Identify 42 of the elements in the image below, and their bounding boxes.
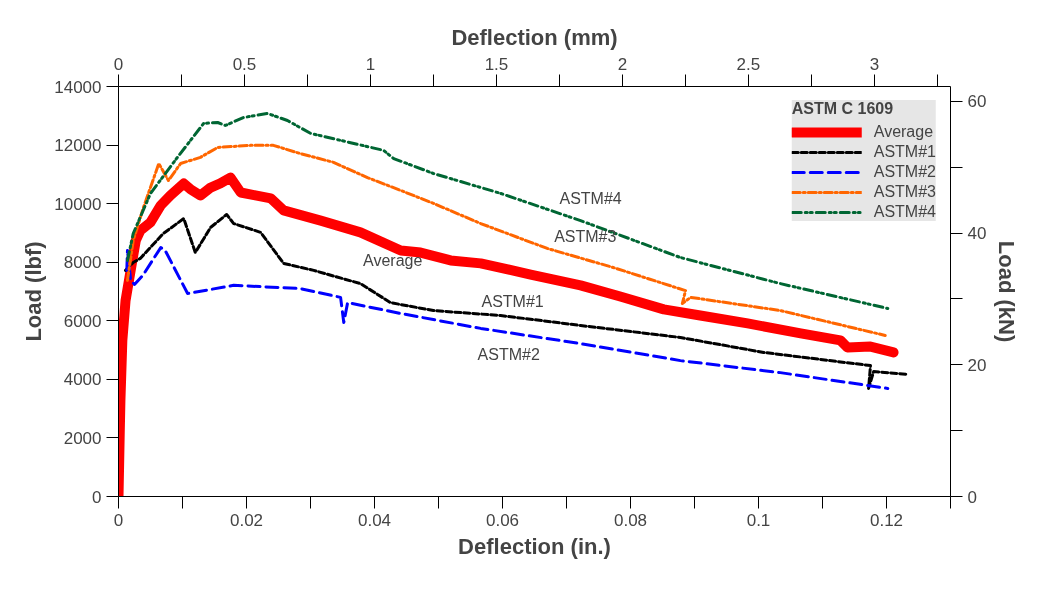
y2-tick-label: 0 bbox=[967, 487, 977, 507]
x2-tick-label: 1.5 bbox=[484, 54, 509, 74]
y-tick-label: 12000 bbox=[54, 136, 102, 156]
annotation: Average bbox=[363, 252, 423, 269]
y-tick-label: 0 bbox=[92, 487, 102, 507]
x2-axis-title: Deflection (mm) bbox=[451, 24, 618, 50]
legend-label: ASTM#3 bbox=[873, 183, 936, 201]
x-tick-label: 0.02 bbox=[229, 510, 264, 530]
x-tick-label: 0.12 bbox=[869, 510, 904, 530]
line-series bbox=[125, 246, 890, 390]
legend-label: Average bbox=[873, 123, 934, 141]
x2-tick-label: 1 bbox=[365, 54, 376, 74]
x-tick-label: 0 bbox=[113, 510, 124, 530]
x2-tick-label: 0 bbox=[113, 54, 124, 74]
y2-tick-label: 60 bbox=[967, 92, 987, 112]
x2-tick-label: 3 bbox=[869, 54, 880, 74]
y-tick-label: 6000 bbox=[63, 311, 102, 331]
legend-label: ASTM#1 bbox=[873, 143, 936, 161]
x2-tick-label: 0.5 bbox=[232, 54, 257, 74]
legend-label: ASTM#2 bbox=[873, 163, 936, 181]
y-tick-label: 8000 bbox=[63, 253, 102, 273]
y2-tick-label: 20 bbox=[967, 355, 987, 375]
x-tick-label: 0.08 bbox=[613, 510, 648, 530]
y-tick-label: 10000 bbox=[54, 194, 102, 214]
x-tick-label: 0.06 bbox=[485, 510, 520, 530]
x-axis-title: Deflection (in.) bbox=[458, 533, 611, 559]
legend-label: ASTM#4 bbox=[873, 203, 936, 221]
y2-axis-title: Load (kN) bbox=[994, 240, 1020, 343]
x2-tick-label: 2 bbox=[617, 54, 628, 74]
x-tick-label: 0.1 bbox=[746, 510, 771, 530]
y2-tick-label: 40 bbox=[967, 224, 987, 244]
y-axis-title: Load (lbf) bbox=[21, 241, 47, 342]
annotation: ASTM#1 bbox=[481, 293, 544, 311]
y-tick-label: 14000 bbox=[54, 77, 102, 97]
legend-title: ASTM C 1609 bbox=[791, 100, 895, 118]
x-tick-label: 0.04 bbox=[357, 510, 392, 530]
y-tick-label: 4000 bbox=[63, 370, 102, 390]
x2-tick-label: 2.5 bbox=[736, 54, 761, 74]
annotation: ASTM#4 bbox=[559, 190, 622, 208]
annotation: ASTM#3 bbox=[554, 227, 617, 245]
y-tick-label: 2000 bbox=[63, 428, 102, 448]
annotation: ASTM#2 bbox=[477, 345, 540, 363]
